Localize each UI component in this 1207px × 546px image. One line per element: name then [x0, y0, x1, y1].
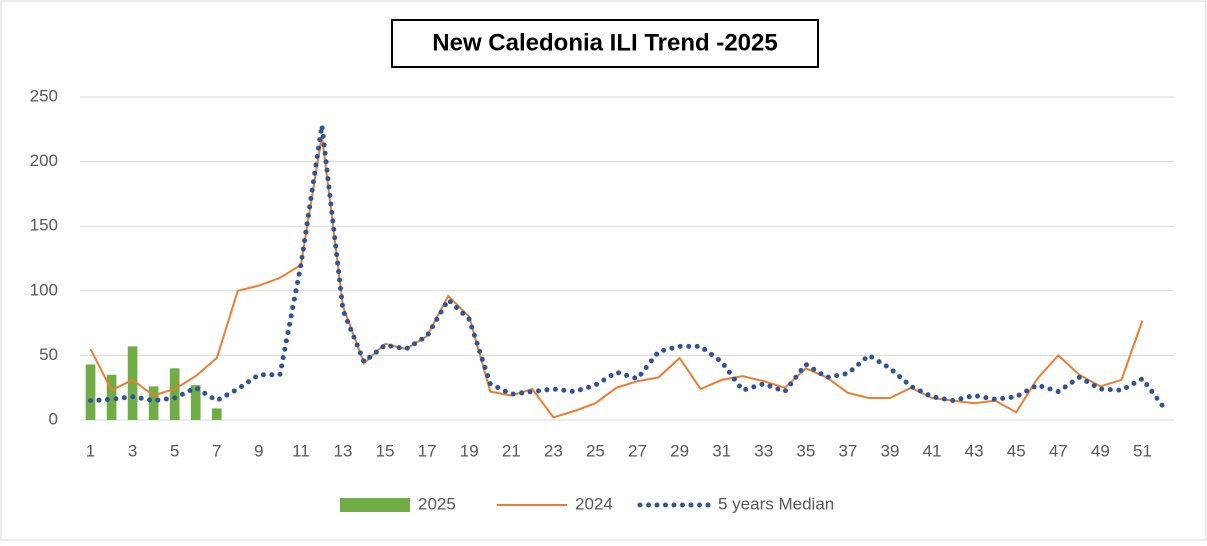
x-tick-label: 7: [212, 441, 221, 460]
legend-swatch: [340, 498, 410, 512]
bar: [169, 368, 180, 420]
bar: [127, 346, 138, 420]
y-tick-label: 0: [49, 409, 58, 428]
bar: [211, 408, 222, 420]
x-tick-label: 23: [544, 441, 563, 460]
median-line: [88, 125, 1166, 410]
x-tick-label: 5: [170, 441, 179, 460]
x-tick-label: 19: [460, 441, 479, 460]
x-tick-label: 25: [586, 441, 605, 460]
legend-label: 2024: [575, 494, 613, 513]
x-tick-label: 41: [923, 441, 942, 460]
x-tick-label: 45: [1007, 441, 1026, 460]
x-tick-label: 21: [502, 441, 521, 460]
legend-label: 2025: [418, 494, 456, 513]
bar: [106, 374, 117, 420]
line: [89, 135, 1144, 419]
x-tick-label: 33: [754, 441, 773, 460]
x-tick-label: 47: [1049, 441, 1068, 460]
x-tick-label: 15: [376, 441, 395, 460]
x-tick-label: 1: [86, 441, 95, 460]
y-tick-label: 50: [39, 345, 58, 364]
x-tick-label: 43: [965, 441, 984, 460]
x-tick-label: 31: [712, 441, 731, 460]
y-tick-label: 100: [30, 280, 58, 299]
x-tick-label: 49: [1091, 441, 1110, 460]
x-tick-label: 27: [628, 441, 647, 460]
x-tick-label: 13: [334, 441, 353, 460]
x-tick-label: 3: [128, 441, 137, 460]
x-tick-label: 9: [254, 441, 263, 460]
x-tick-label: 39: [881, 441, 900, 460]
y-tick-label: 150: [30, 216, 58, 235]
legend-label: 5 years Median: [718, 494, 834, 513]
x-tick-label: 29: [670, 441, 689, 460]
y-tick-label: 200: [30, 151, 58, 170]
bar: [85, 364, 96, 420]
chart-title: New Caledonia ILI Trend -2025: [432, 29, 777, 56]
x-tick-label: 11: [292, 441, 310, 460]
x-tick-label: 17: [418, 441, 437, 460]
x-tick-label: 35: [796, 441, 815, 460]
y-tick-label: 250: [30, 86, 58, 105]
title-box: [391, 19, 819, 68]
x-tick-label: 37: [838, 441, 857, 460]
bar: [190, 385, 201, 420]
x-tick-label: 51: [1133, 441, 1152, 460]
bar: [148, 386, 159, 420]
